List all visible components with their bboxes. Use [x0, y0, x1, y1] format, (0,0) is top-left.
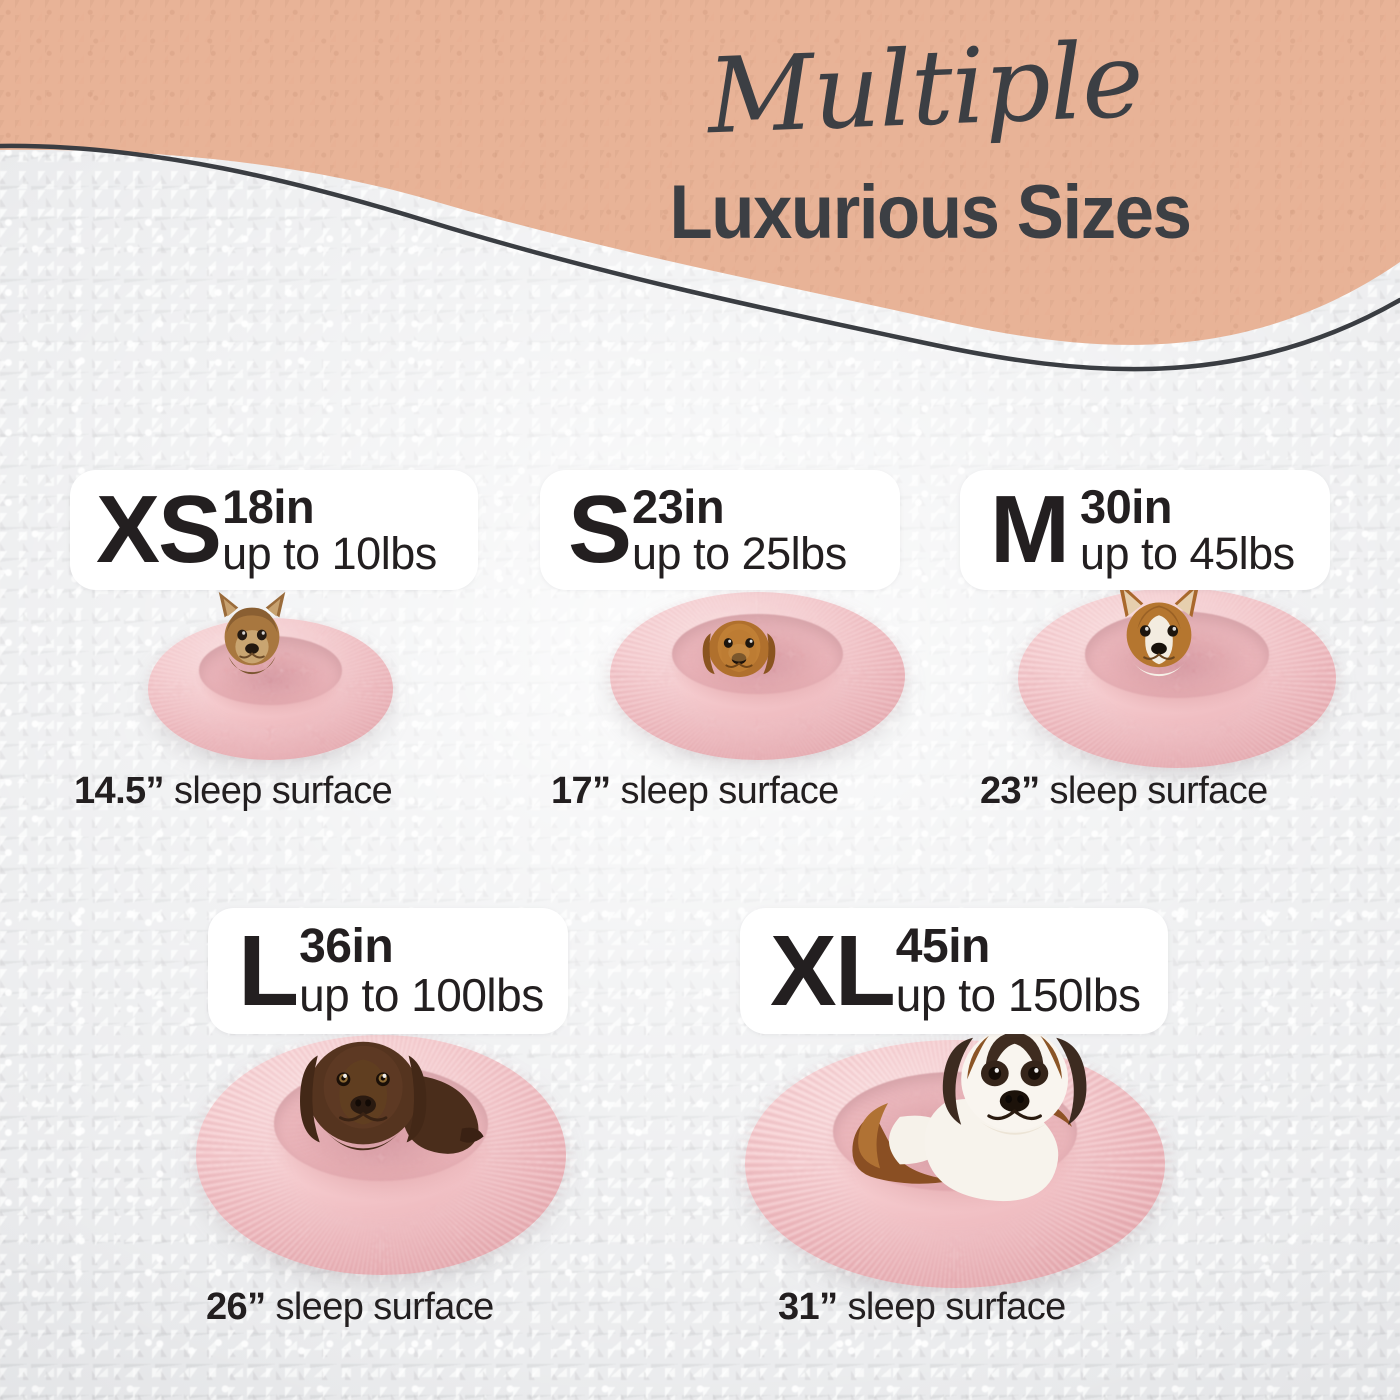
dog-chocolate-labrador	[268, 1022, 486, 1174]
size-badge-spec: 18in up to 10lbs	[222, 483, 437, 577]
headline-script: Multiple	[705, 18, 1145, 158]
dog-saint-bernard	[840, 1018, 1118, 1204]
caption-label: sleep surface	[847, 1286, 1066, 1328]
caption-xl: 31” sleep surface	[778, 1286, 1066, 1329]
size-badge-diameter: 23in	[632, 480, 725, 534]
size-badge-code: XS	[96, 475, 222, 583]
size-badge-weight: up to 25lbs	[632, 528, 847, 580]
caption-m: 23” sleep surface	[980, 770, 1268, 813]
peach-wave-shape	[0, 0, 1400, 345]
caption-value: 14.5”	[74, 770, 165, 812]
size-badge-diameter: 18in	[222, 480, 315, 534]
size-badge-diameter: 30in	[1079, 480, 1173, 534]
caption-label: sleep surface	[620, 770, 839, 812]
headline-main: Luxurious Sizes	[669, 170, 1191, 255]
size-badge-xl[interactable]: XL 45in up to 150lbs	[740, 908, 1168, 1034]
size-badge-code: L	[238, 915, 299, 1027]
caption-label: sleep surface	[275, 1286, 494, 1328]
size-badge-weight: up to 100lbs	[299, 969, 544, 1022]
size-badge-l[interactable]: L 36in up to 100lbs	[208, 908, 568, 1034]
size-badge-spec: 45in up to 150lbs	[895, 920, 1141, 1022]
size-badge-xs[interactable]: XS 18in up to 10lbs	[70, 470, 478, 590]
size-badge-code: XL	[770, 915, 896, 1027]
dog-bed-m	[1008, 582, 1346, 776]
size-badge-spec: 23in up to 25lbs	[632, 483, 847, 577]
size-badge-code: M	[990, 475, 1070, 583]
size-badge-diameter: 45in	[895, 920, 991, 974]
dog-dachshund	[685, 608, 793, 680]
caption-value: 17”	[551, 770, 611, 812]
caption-xs: 14.5” sleep surface	[74, 770, 393, 813]
wave-outline-stroke	[0, 143, 1400, 372]
caption-value: 26”	[206, 1286, 266, 1328]
size-badge-s[interactable]: S 23in up to 25lbs	[540, 470, 900, 590]
size-badge-weight: up to 45lbs	[1079, 528, 1295, 580]
caption-label: sleep surface	[173, 770, 393, 812]
caption-label: sleep surface	[1049, 770, 1268, 812]
caption-s: 17” sleep surface	[551, 770, 839, 813]
size-badge-m[interactable]: M 30in up to 45lbs	[960, 470, 1330, 590]
caption-l: 26” sleep surface	[206, 1286, 494, 1329]
dog-corgi	[1098, 578, 1220, 680]
size-badge-spec: 36in up to 100lbs	[299, 920, 544, 1022]
caption-value: 23”	[980, 770, 1040, 812]
size-badge-diameter: 36in	[299, 920, 394, 974]
size-badge-weight: up to 150lbs	[895, 969, 1141, 1022]
size-badge-code: S	[568, 475, 632, 583]
size-badge-spec: 30in up to 45lbs	[1080, 483, 1295, 577]
dog-yorkshire-terrier	[203, 588, 301, 678]
size-badge-weight: up to 10lbs	[222, 528, 437, 580]
caption-value: 31”	[778, 1286, 838, 1328]
dog-bed-s	[601, 586, 914, 767]
